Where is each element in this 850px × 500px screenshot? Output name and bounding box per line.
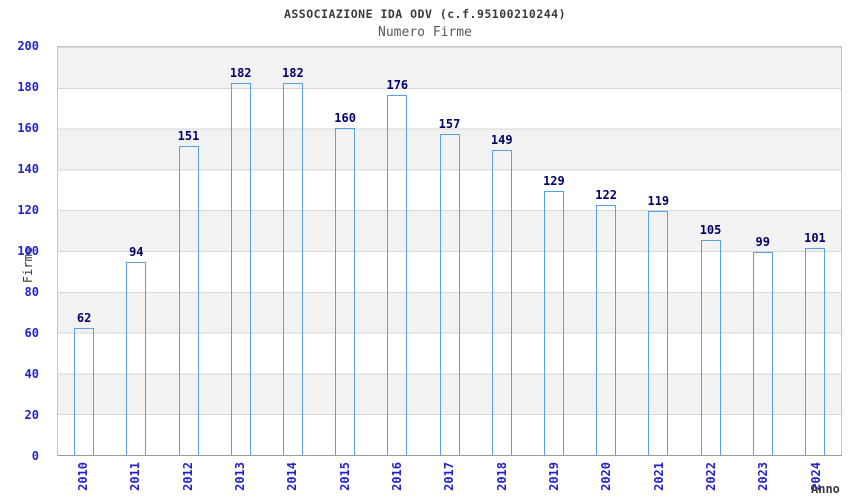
y-tick-label: 100 [17, 244, 39, 258]
x-tick-label: 2011 [128, 462, 143, 491]
bar-2022 [700, 239, 721, 455]
x-axis: 2010 2011 2012 2013 2014 2015 2016 2017 2018 2019… [57, 461, 842, 499]
bar-column-2021: 119 [632, 47, 684, 455]
y-tick-label: 0 [31, 449, 39, 463]
x-tick-cell: 2023 [737, 461, 789, 499]
bar-value-label: 119 [647, 194, 670, 209]
bar-column-2015: 160 [319, 47, 371, 455]
chart-title: ASSOCIAZIONE IDA ODV (c.f.95100210244) [283, 7, 567, 21]
bar-2012 [178, 145, 199, 455]
x-tick-cell: 2015 [319, 461, 371, 499]
x-tick-label: 2012 [180, 462, 195, 491]
bar-value-label: 122 [595, 188, 617, 203]
bar-column-2010: 62 [58, 47, 110, 455]
x-tick-cell: 2019 [528, 461, 580, 499]
y-tick-label: 20 [24, 408, 39, 422]
x-tick-cell: 2011 [109, 461, 161, 499]
x-tick-cell: 2017 [423, 461, 475, 499]
x-tick-label: 2014 [285, 462, 300, 491]
bar-column-2022: 105 [684, 47, 736, 455]
bar-2014 [282, 82, 303, 455]
x-tick-label: 2010 [76, 462, 91, 491]
y-tick-label: 160 [17, 121, 39, 135]
bar-2011 [126, 262, 147, 455]
bar-value-label: 99 [755, 235, 770, 250]
x-tick-label: 2017 [442, 462, 457, 491]
bar-value-label: 176 [386, 77, 409, 92]
plot-area: 62 94 151 182 182 160 176 157 149 129 122 119 105 99 1… [57, 46, 842, 456]
x-tick-cell: 2010 [57, 461, 109, 499]
x-tick-label: 2021 [651, 462, 666, 491]
y-axis: 0 20 40 60 80 100 120 140 160 180 200 [0, 39, 48, 463]
bar-2017 [439, 133, 460, 455]
x-tick-label: 2015 [337, 462, 352, 491]
bar-value-label: 149 [490, 133, 513, 148]
bar-2013 [230, 82, 251, 455]
bar-value-label: 94 [129, 245, 144, 260]
y-tick-label: 80 [24, 285, 39, 299]
bar-value-label: 151 [177, 128, 200, 143]
bar-value-label: 62 [76, 310, 92, 325]
bar-2018 [491, 150, 512, 455]
bar-column-2019: 129 [528, 47, 580, 455]
bar-value-label: 182 [282, 65, 304, 80]
x-tick-cell: 2018 [476, 461, 528, 499]
bars-layer: 62 94 151 182 182 160 176 157 149 129 122 119 105 99 1… [58, 47, 841, 455]
x-tick-label: 2019 [547, 462, 562, 491]
y-tick-label: 200 [17, 39, 39, 53]
chart-subtitle: Numero Firme [378, 25, 472, 40]
x-tick-label: 2020 [599, 462, 614, 491]
bar-column-2012: 151 [162, 47, 214, 455]
x-tick-cell: 2022 [685, 461, 737, 499]
bar-2020 [596, 205, 617, 455]
bar-2015 [335, 127, 356, 455]
bar-value-label: 157 [438, 116, 461, 131]
bar-2010 [74, 327, 95, 455]
x-tick-label: 2018 [494, 462, 509, 491]
bar-value-label: 101 [804, 230, 826, 245]
bar-column-2023: 99 [737, 47, 789, 455]
bar-2021 [648, 211, 669, 455]
bar-column-2020: 122 [580, 47, 632, 455]
bar-column-2018: 149 [476, 47, 528, 455]
y-tick-label: 140 [17, 162, 39, 176]
bar-column-2013: 182 [215, 47, 267, 455]
x-tick-cell: 2020 [580, 461, 632, 499]
bar-2016 [387, 94, 408, 455]
x-tick-label: 2022 [704, 462, 719, 491]
x-tick-label: 2016 [390, 462, 405, 491]
bar-column-2014: 182 [267, 47, 319, 455]
x-tick-label: 2023 [756, 462, 771, 491]
y-tick-label: 180 [17, 80, 39, 94]
bar-2023 [752, 252, 773, 455]
bar-value-label: 160 [334, 110, 356, 125]
bar-2024 [804, 247, 825, 455]
y-tick-label: 40 [24, 367, 39, 381]
x-tick-cell: 2021 [633, 461, 685, 499]
bar-value-label: 182 [229, 65, 252, 80]
bar-2019 [543, 190, 564, 455]
bar-value-label: 105 [699, 222, 722, 237]
x-tick-cell: 2014 [266, 461, 318, 499]
x-tick-cell: 2016 [371, 461, 423, 499]
bar-column-2016: 176 [371, 47, 423, 455]
x-tick-cell: 2013 [214, 461, 266, 499]
y-tick-label: 60 [24, 326, 39, 340]
bar-value-label: 129 [543, 173, 565, 188]
bar-column-2024: 101 [789, 47, 841, 455]
x-tick-cell: 2012 [162, 461, 214, 499]
x-axis-title: Anno [811, 482, 840, 496]
bar-column-2017: 157 [423, 47, 475, 455]
x-tick-label: 2013 [233, 462, 248, 491]
y-tick-label: 120 [17, 203, 39, 217]
bar-column-2011: 94 [110, 47, 162, 455]
